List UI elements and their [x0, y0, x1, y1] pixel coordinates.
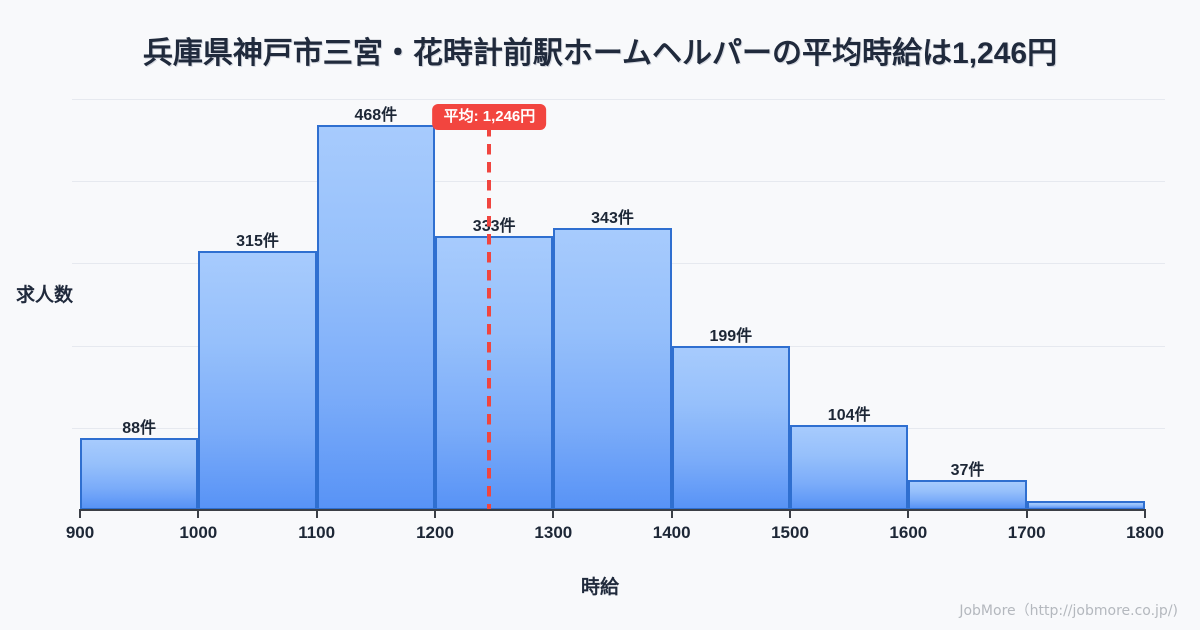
- x-axis-tick: [552, 509, 555, 518]
- histogram-bar[interactable]: [80, 437, 199, 510]
- bar-value-label: 37件: [950, 461, 985, 479]
- x-axis-tick-label: 1500: [771, 523, 809, 542]
- histogram-bar[interactable]: [435, 236, 554, 510]
- x-axis-tick: [79, 509, 81, 518]
- plot-area: 88件 315件 468件 333件 343件 199件 104件 37件 平均: 1,246円: [72, 99, 1165, 511]
- page-title: 兵庫県神戸市三宮・花時計前駅ホームヘルパーの平均時給は1,246円: [142, 37, 1058, 70]
- bar-value-label: 333件: [472, 218, 516, 236]
- x-axis-tick-label: 1800: [1126, 523, 1164, 542]
- x-axis-tick-label: 1200: [416, 523, 454, 542]
- bar-value-label: 468件: [354, 107, 398, 125]
- x-axis-tick: [1144, 509, 1146, 518]
- average-line: [487, 126, 492, 511]
- x-axis-tick-label: 900: [65, 523, 95, 542]
- histogram-bar[interactable]: [908, 479, 1027, 510]
- bar-value-label: 343件: [591, 210, 634, 228]
- x-axis-tick-label: 1100: [298, 523, 336, 542]
- x-axis-tick-label: 1700: [1007, 523, 1046, 542]
- bar-value-label: 199件: [709, 328, 753, 346]
- x-axis-tick-label: 1300: [534, 523, 573, 542]
- gridline: [72, 181, 1165, 183]
- x-axis-tick: [1025, 509, 1028, 518]
- bar-value-label: 88件: [122, 419, 157, 437]
- histogram-bar[interactable]: [198, 251, 317, 510]
- x-axis-tick: [197, 509, 200, 518]
- histogram-bar[interactable]: [1026, 500, 1145, 510]
- x-axis-title: 時給: [580, 577, 619, 598]
- histogram-bar[interactable]: [790, 424, 909, 510]
- x-axis-tick: [434, 509, 436, 518]
- histogram-bar[interactable]: [553, 228, 672, 510]
- x-axis-tick-label: 1400: [652, 523, 691, 542]
- x-axis-tick: [315, 509, 318, 518]
- bar-value-label: 104件: [827, 406, 871, 424]
- x-axis-tick: [789, 509, 791, 518]
- gridline: [72, 99, 1165, 100]
- watermark: JobMore（http://jobmore.co.jp/): [959, 603, 1178, 619]
- bar-value-label: 315件: [236, 233, 279, 251]
- x-axis-tick: [670, 509, 673, 518]
- histogram-bar[interactable]: [671, 346, 790, 510]
- x-axis: [80, 509, 1146, 511]
- x-axis-tick: [907, 509, 910, 518]
- average-badge: 平均: 1,246円: [432, 104, 547, 131]
- x-axis-tick-label: 1000: [179, 523, 218, 542]
- y-axis-title: 求人数: [16, 285, 74, 306]
- x-axis-tick-label: 1600: [889, 523, 928, 542]
- histogram-bar[interactable]: [316, 125, 435, 510]
